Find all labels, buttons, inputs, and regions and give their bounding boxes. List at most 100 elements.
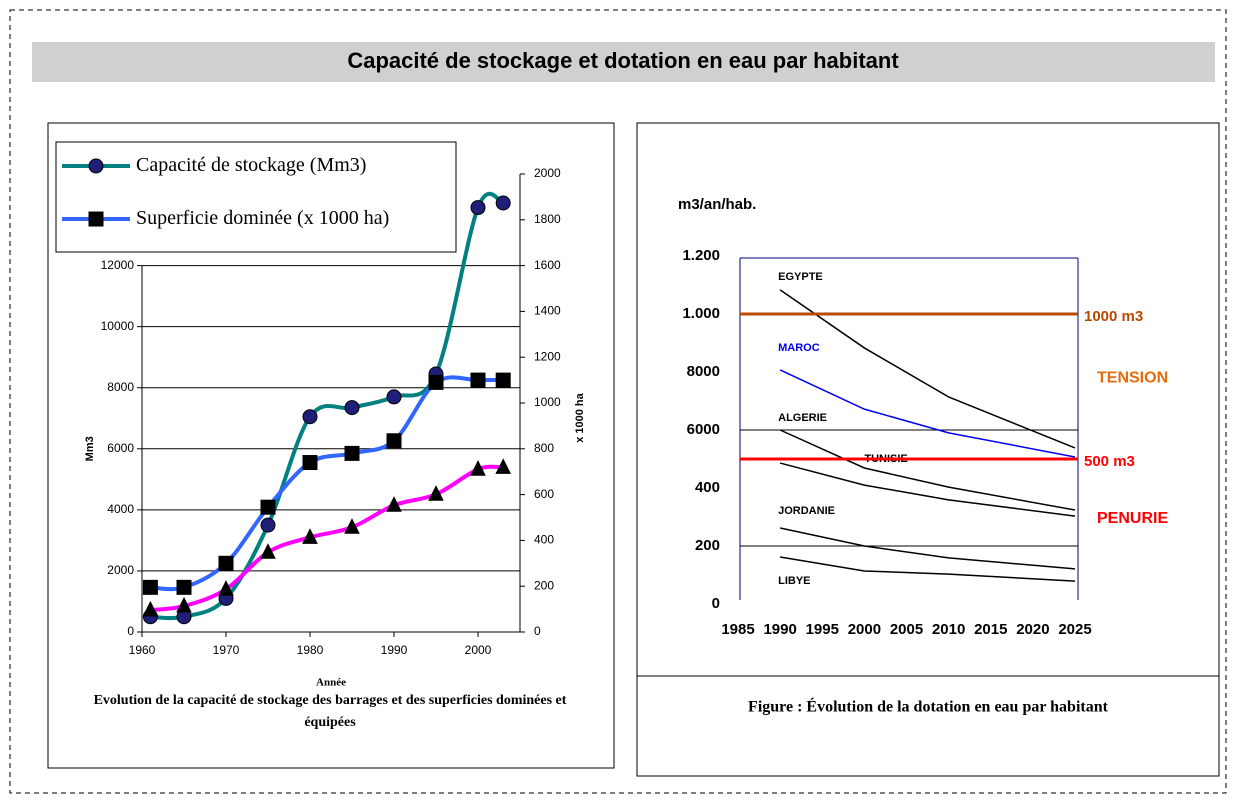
series-line <box>779 462 1076 517</box>
x-tick-label: 1995 <box>806 621 839 638</box>
y2-tick-label: 400 <box>534 533 554 547</box>
y-tick-label: 6000 <box>107 441 134 455</box>
y-tick-label: 2000 <box>107 563 134 577</box>
y-tick-label: 8000 <box>107 380 134 394</box>
y-tick-label: 8000 <box>687 363 720 380</box>
marker <box>386 496 402 512</box>
x-tick-label: 1990 <box>381 643 408 657</box>
x-tick-label: 1980 <box>297 643 324 657</box>
right-panel <box>636 122 1220 777</box>
x-tick-label: 2000 <box>848 621 881 638</box>
series-line <box>150 191 504 621</box>
y2-tick-label: 1600 <box>534 258 561 272</box>
marker <box>386 389 402 405</box>
y2-tick-label: 800 <box>534 441 554 455</box>
legend-label-box: Superficie dominée (x 1000 ha) <box>136 207 390 229</box>
series-label: EGYPTE <box>778 271 823 283</box>
y-tick-label: 200 <box>695 537 720 554</box>
y2-tick-label: 1000 <box>534 395 561 409</box>
marker <box>470 460 486 476</box>
marker <box>302 528 318 544</box>
threshold-label: 1000 m3 <box>1084 308 1143 325</box>
y-tick-label: 10000 <box>101 319 135 333</box>
marker <box>260 517 276 533</box>
x-tick-label: 1960 <box>129 643 156 657</box>
marker <box>495 372 511 388</box>
series-label: ALGERIE <box>778 412 827 424</box>
marker <box>260 543 276 559</box>
series-line <box>779 527 1076 570</box>
marker <box>344 400 360 416</box>
chart-caption: Evolution de la capacité de stockage des… <box>93 693 567 730</box>
page-title: Capacité de stockage et dotation en eau … <box>347 48 899 73</box>
marker <box>176 596 192 613</box>
legend-marker <box>88 158 104 174</box>
threshold-label: 500 m3 <box>1084 453 1135 470</box>
legend-box <box>55 141 457 253</box>
y2-tick-label: 1800 <box>534 212 561 226</box>
x-tick-label: 2000 <box>465 643 492 657</box>
legend-label-box: Capacité de stockage (Mm3) <box>136 154 367 176</box>
y-axis-title: m3/an/hab. <box>678 196 756 213</box>
marker <box>428 485 444 501</box>
y2-tick-label: 1200 <box>534 349 561 363</box>
x-tick-label: 1970 <box>213 643 240 657</box>
y-tick-label: 0 <box>712 595 720 612</box>
x-tick-label: 1985 <box>721 621 754 638</box>
y-tick-label: 6000 <box>687 421 720 438</box>
marker <box>260 499 276 515</box>
series-line <box>779 429 1076 511</box>
marker <box>218 580 234 596</box>
x-tick-label: 2020 <box>1016 621 1049 638</box>
series-line <box>150 375 504 592</box>
legend-marker <box>88 211 104 227</box>
y2-tick-label: 2000 <box>534 166 561 180</box>
marker <box>302 455 318 471</box>
marker <box>344 445 360 461</box>
y2-tick-label: 200 <box>534 578 554 592</box>
series-label: LIBYE <box>778 575 810 587</box>
series-line <box>779 289 1076 449</box>
chart-caption: Figure : Évolution de la dotation en eau… <box>748 697 1109 716</box>
title-bar <box>32 42 1215 82</box>
zone-label: PENURIE <box>1097 510 1168 527</box>
series-label: MAROC <box>778 342 820 354</box>
y-tick-label: 0 <box>127 624 134 638</box>
x-tick-label: 1990 <box>763 621 796 638</box>
y2-axis-title: x 1000 ha <box>574 392 586 442</box>
marker <box>302 409 318 425</box>
chart-caption-box: Evolution de la capacité de stockage des… <box>93 693 567 730</box>
marker <box>176 579 192 595</box>
marker <box>495 458 512 474</box>
zone-label: TENSION <box>1097 370 1168 387</box>
x-axis-title: Année <box>316 677 346 689</box>
x-tick-label: 2025 <box>1058 621 1091 638</box>
marker <box>428 374 444 390</box>
series-line <box>780 556 1076 582</box>
y-tick-label: 1.200 <box>682 247 720 264</box>
marker <box>344 518 360 534</box>
y-tick-label: 1.000 <box>682 305 720 322</box>
marker <box>218 555 234 571</box>
y2-tick-label: 600 <box>534 487 554 501</box>
series-label: JORDANIE <box>778 505 835 517</box>
y-axis-title: Mm3 <box>84 436 96 461</box>
y-tick-label: 4000 <box>107 502 134 516</box>
marker <box>142 579 158 595</box>
legend-label: Superficie dominée (x 1000 ha) <box>136 207 390 229</box>
y-tick-label: 12000 <box>101 258 135 272</box>
y-tick-label: 400 <box>695 479 720 496</box>
series-line <box>150 464 504 613</box>
legend-label: Capacité de stockage (Mm3) <box>136 154 367 176</box>
marker <box>495 195 511 211</box>
x-tick-label: 2010 <box>932 621 965 638</box>
marker <box>142 600 159 617</box>
marker <box>386 433 402 449</box>
marker <box>470 200 486 216</box>
y2-tick-label: 1400 <box>534 304 561 318</box>
x-tick-label: 2005 <box>890 621 923 638</box>
x-tick-label: 2015 <box>974 621 1007 638</box>
y2-tick-label: 0 <box>534 624 541 638</box>
series-line <box>779 369 1076 458</box>
